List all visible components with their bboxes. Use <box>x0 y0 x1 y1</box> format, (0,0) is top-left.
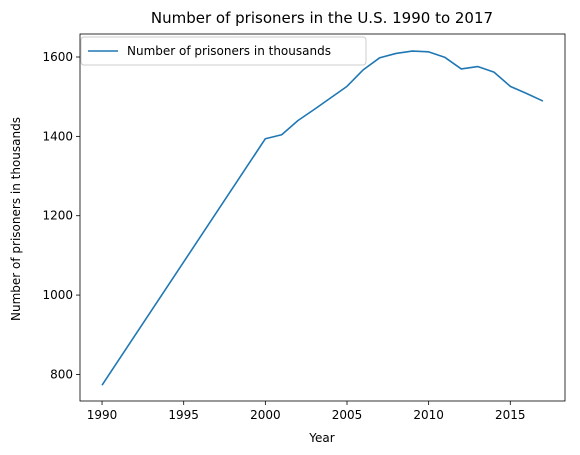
plot-frame <box>79 33 566 402</box>
legend-label: Number of prisoners in thousands <box>127 44 331 58</box>
x-tick-label: 2000 <box>250 408 281 422</box>
x-tick-label: 1990 <box>87 408 118 422</box>
chart-title: Number of prisoners in the U.S. 1990 to … <box>151 9 493 27</box>
y-tick-label: 800 <box>50 367 73 381</box>
series-line-prisoners <box>101 50 544 386</box>
x-tick-label: 2010 <box>413 408 444 422</box>
x-tick-label: 2015 <box>495 408 526 422</box>
y-tick-label: 1400 <box>42 129 73 143</box>
y-axis-label: Number of prisoners in thousands <box>9 117 23 321</box>
legend-box <box>80 36 367 66</box>
y-tick-label: 1000 <box>42 288 73 302</box>
x-tick-label: 1995 <box>168 408 199 422</box>
axis-ticks: 1990 1995 2000 2005 2010 2015 800 1000 1200 1400 1… <box>42 50 525 422</box>
x-tick-label: 2005 <box>332 408 363 422</box>
x-axis-label: Year <box>308 431 334 445</box>
legend: Number of prisoners in thousands <box>80 36 367 66</box>
y-tick-label: 1200 <box>42 209 73 223</box>
y-tick-label: 1600 <box>42 50 73 64</box>
